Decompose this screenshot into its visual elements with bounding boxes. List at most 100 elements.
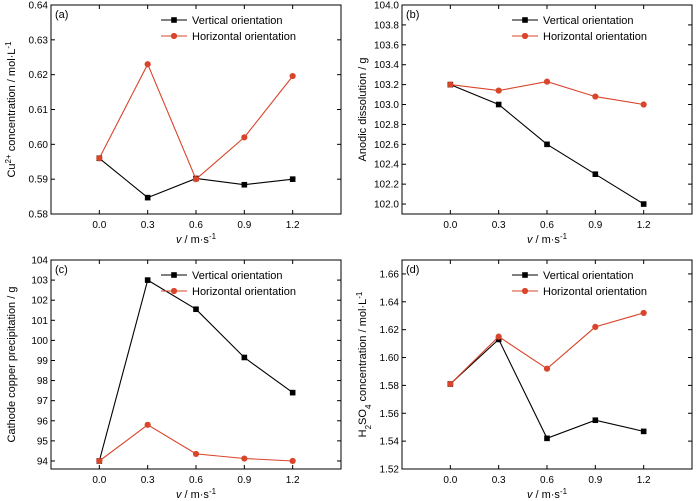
y-tick-label: 100	[31, 336, 48, 347]
data-point-vertical	[144, 194, 151, 201]
legend-label: Horizontal orientation	[192, 286, 296, 298]
legend-marker-horizontal	[170, 287, 178, 295]
data-point-vertical	[640, 201, 647, 207]
data-point-horizontal	[543, 78, 551, 85]
data-point-vertical	[592, 171, 599, 177]
y-axis-title-part: concentration / mol·L	[6, 49, 18, 155]
y-tick-label: 96	[37, 416, 49, 427]
y-tick-label: 102.8	[374, 120, 399, 131]
data-point-horizontal	[495, 333, 502, 340]
x-axis-symbol: v	[176, 234, 183, 246]
data-point-vertical	[289, 176, 296, 182]
panel-label: (a)	[55, 9, 68, 21]
x-tick-label: 0.9	[237, 475, 251, 486]
y-axis-title-part: Anodic dissolution / g	[357, 58, 369, 162]
legend-label: Vertical orientation	[192, 270, 283, 282]
y-tick-label: 1.54	[380, 437, 400, 448]
y-tick-label: 1.52	[380, 465, 400, 476]
panel-label: (c)	[55, 264, 68, 276]
data-point-vertical	[640, 428, 647, 435]
legend-marker-vertical	[522, 17, 528, 23]
data-point-horizontal	[96, 457, 103, 465]
x-axis-unit-exponent: -1	[209, 232, 217, 241]
x-axis-unit-exponent: -1	[560, 487, 568, 496]
data-point-vertical	[495, 101, 502, 108]
y-tick-label: 104.0	[374, 1, 399, 12]
x-axis-symbol: v	[176, 489, 183, 501]
y-tick-label: 103.0	[374, 100, 399, 111]
data-point-vertical	[592, 417, 599, 424]
x-tick-label: 1.2	[637, 475, 651, 486]
y-tick-label: 0.62	[29, 70, 49, 81]
series-line-horizontal	[449, 312, 644, 385]
x-tick-label: 0.0	[443, 475, 457, 486]
x-axis-unit-exponent: -1	[209, 487, 217, 496]
y-axis-title-part: -1	[355, 291, 364, 299]
y-axis-title: H2SO4 concentration / mol·L-1	[355, 291, 373, 437]
y-axis-title-part: Cathode copper precipitation / g	[6, 287, 18, 443]
x-axis-symbol: v	[527, 489, 534, 501]
data-point-horizontal	[592, 93, 599, 100]
y-tick-label: 1.60	[380, 353, 400, 364]
y-axis-title-part: Cu	[6, 163, 18, 177]
y-tick-label: 1.66	[380, 269, 400, 280]
x-axis-unit-exponent: -1	[560, 232, 568, 241]
legend-marker-horizontal	[521, 287, 529, 295]
y-tick-label: 0.63	[29, 35, 49, 46]
x-tick-label: 1.2	[637, 220, 651, 231]
y-tick-label: 1.64	[380, 297, 400, 308]
y-tick-label: 0.60	[29, 140, 49, 151]
y-tick-label: 99	[37, 356, 49, 367]
y-axis-title: Cathode copper precipitation / g	[6, 287, 18, 443]
y-axis-title-part: concentration / mol·L	[357, 299, 369, 405]
y-tick-label: 1.58	[380, 381, 400, 392]
legend-marker-vertical	[171, 17, 177, 23]
x-axis-title: v / m·s-1	[176, 487, 217, 501]
y-axis-title-part: H	[357, 429, 369, 437]
y-axis-title-part: 2+	[4, 154, 13, 163]
x-tick-label: 0.6	[189, 220, 203, 231]
y-tick-label: 102.0	[374, 200, 399, 211]
legend-marker-vertical	[522, 272, 528, 278]
x-axis-unit: / m·s	[181, 234, 209, 246]
data-point-horizontal	[289, 72, 296, 80]
x-tick-label: 0.3	[141, 220, 155, 231]
x-axis-unit: / m·s	[181, 489, 209, 501]
x-tick-label: 0.0	[92, 220, 106, 231]
data-point-horizontal	[96, 155, 103, 162]
panel-label: (d)	[406, 264, 419, 276]
y-tick-label: 102.2	[374, 180, 399, 191]
legend-label: Horizontal orientation	[543, 286, 647, 298]
series-line-vertical	[449, 338, 644, 439]
x-tick-label: 0.3	[141, 475, 155, 486]
x-tick-label: 1.2	[286, 475, 300, 486]
chart-panel-1: (a) 0.58 0.59 0.60 0.61 0.62 0.63 0.64 0.0 0.3 0.6…	[4, 1, 342, 247]
data-point-horizontal	[289, 457, 296, 465]
x-tick-label: 0.0	[443, 220, 457, 231]
y-axis-title: Anodic dissolution / g	[357, 58, 369, 162]
chart-panel-4: (d) 1.52 1.54 1.56 1.58 1.60 1.62 1.64 1.66 0.0 0.…	[355, 259, 693, 501]
y-axis-title-part: 2	[364, 424, 373, 429]
data-point-horizontal	[144, 61, 151, 68]
y-tick-label: 1.62	[380, 325, 400, 336]
data-point-horizontal	[192, 450, 200, 458]
x-tick-label: 0.6	[540, 475, 554, 486]
data-point-vertical	[544, 141, 550, 148]
y-tick-label: 103.6	[374, 40, 399, 51]
data-point-horizontal	[144, 421, 151, 428]
x-tick-label: 0.0	[92, 475, 106, 486]
y-tick-label: 103.4	[374, 60, 399, 71]
y-tick-label: 102	[31, 296, 48, 307]
y-tick-label: 102.6	[374, 140, 399, 151]
legend-label: Vertical orientation	[543, 15, 634, 27]
data-point-horizontal	[241, 134, 248, 141]
x-axis-title: v / m·s-1	[176, 232, 217, 247]
y-axis-title-part: -1	[4, 41, 13, 49]
x-tick-label: 0.9	[237, 220, 251, 231]
x-tick-label: 0.9	[588, 220, 602, 231]
y-tick-label: 103.2	[374, 80, 399, 91]
x-tick-label: 0.6	[189, 475, 203, 486]
series-line-horizontal	[450, 81, 644, 106]
data-point-horizontal	[640, 101, 647, 108]
